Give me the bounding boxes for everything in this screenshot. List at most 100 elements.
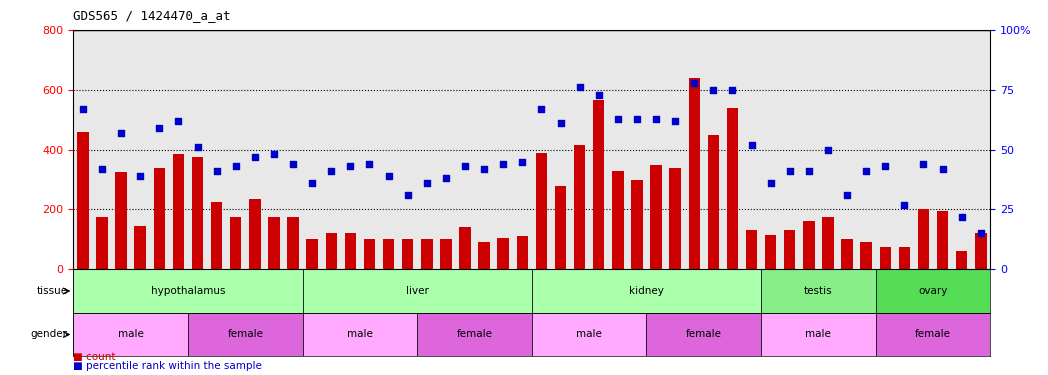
Bar (230, 217, 241, 269)
Bar (765, 235, 777, 269)
Point (838, 192, 855, 198)
Text: male: male (117, 330, 144, 339)
Bar (651, 165, 661, 269)
Point (209, 168, 225, 174)
Point (915, 161, 932, 167)
Point (304, 180, 321, 186)
Bar (498, 238, 509, 269)
Bar (593, 100, 605, 269)
Bar (937, 211, 948, 269)
Bar (249, 199, 261, 269)
Bar (421, 239, 433, 269)
Bar (536, 153, 547, 269)
Text: ■ count: ■ count (73, 352, 116, 362)
Bar (417, 313, 531, 356)
Text: female: female (685, 330, 722, 339)
Bar (517, 236, 528, 269)
Point (858, 168, 875, 174)
Bar (531, 269, 761, 313)
Bar (383, 239, 394, 269)
Point (629, 116, 646, 122)
Bar (268, 217, 280, 269)
Bar (842, 239, 853, 269)
Point (418, 180, 435, 186)
Bar (364, 239, 375, 269)
Bar (918, 209, 930, 269)
Point (685, 80, 702, 86)
Point (342, 164, 358, 170)
Bar (726, 108, 738, 269)
Text: female: female (227, 330, 263, 339)
Point (877, 164, 894, 170)
Text: female: female (915, 330, 951, 339)
Text: testis: testis (804, 286, 833, 296)
Bar (876, 269, 990, 313)
Point (514, 159, 530, 165)
Point (954, 214, 970, 220)
Bar (306, 239, 318, 269)
Text: kidney: kidney (629, 286, 664, 296)
Bar (898, 247, 910, 269)
Bar (784, 230, 795, 269)
Point (437, 176, 454, 181)
Text: male: male (347, 330, 373, 339)
Point (724, 87, 741, 93)
Bar (173, 154, 184, 269)
Point (151, 125, 168, 131)
Bar (879, 247, 891, 269)
Text: liver: liver (406, 286, 429, 296)
Bar (554, 186, 566, 269)
Point (285, 161, 302, 167)
Point (743, 142, 760, 148)
Bar (115, 172, 127, 269)
Point (648, 116, 664, 122)
Bar (303, 313, 417, 356)
Bar (761, 269, 876, 313)
Bar (647, 313, 761, 356)
Bar (440, 239, 452, 269)
Bar (876, 313, 990, 356)
Point (973, 230, 989, 236)
Point (820, 147, 836, 153)
Point (571, 84, 588, 90)
Bar (956, 251, 967, 269)
Point (590, 92, 607, 98)
Bar (459, 227, 471, 269)
Point (265, 152, 282, 157)
Point (323, 168, 340, 174)
Point (552, 120, 569, 126)
Point (132, 173, 149, 179)
Point (189, 144, 205, 150)
Point (399, 192, 416, 198)
Bar (345, 233, 356, 269)
Point (896, 202, 913, 208)
Bar (860, 242, 872, 269)
Point (93, 166, 110, 172)
Point (667, 118, 683, 124)
Point (246, 154, 263, 160)
Bar (154, 168, 166, 269)
Bar (211, 202, 222, 269)
Bar (823, 217, 834, 269)
Point (533, 106, 550, 112)
Point (170, 118, 187, 124)
Bar (96, 217, 108, 269)
Point (457, 164, 474, 170)
Bar (707, 135, 719, 269)
Bar (303, 269, 531, 313)
Text: GDS565 / 1424470_a_at: GDS565 / 1424470_a_at (73, 9, 231, 22)
Text: male: male (576, 330, 603, 339)
Bar (689, 78, 700, 269)
Bar (287, 217, 299, 269)
Text: tissue: tissue (37, 286, 68, 296)
Point (610, 116, 627, 122)
Text: male: male (806, 330, 831, 339)
Bar (188, 313, 303, 356)
Point (782, 168, 799, 174)
Bar (78, 132, 89, 269)
Point (934, 166, 951, 172)
Bar (975, 233, 986, 269)
Bar (670, 168, 681, 269)
Bar (746, 230, 758, 269)
Bar (574, 145, 586, 269)
